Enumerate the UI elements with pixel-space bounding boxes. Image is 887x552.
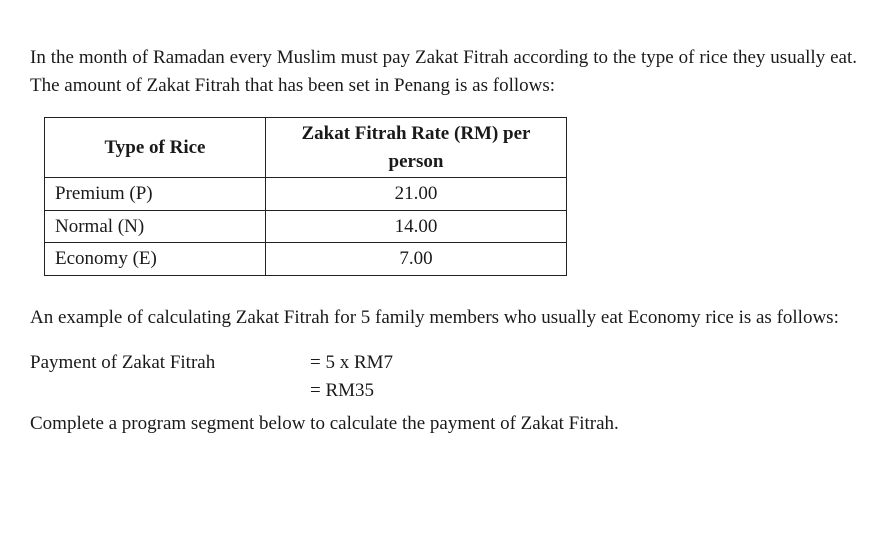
cell-type: Normal (N) xyxy=(45,210,266,243)
table-header-row: Type of Rice Zakat Fitrah Rate (RM) per … xyxy=(45,118,567,178)
cell-rate: 7.00 xyxy=(266,243,567,276)
cell-rate: 21.00 xyxy=(266,178,567,211)
calc-line-2: = RM35 xyxy=(30,377,857,405)
calc-line-1: Payment of Zakat Fitrah = 5 x RM7 xyxy=(30,349,857,377)
header-rate: Zakat Fitrah Rate (RM) per person xyxy=(266,118,567,178)
zakat-rate-table: Type of Rice Zakat Fitrah Rate (RM) per … xyxy=(44,117,567,276)
calc-result: = RM35 xyxy=(310,377,374,405)
table-row: Normal (N) 14.00 xyxy=(45,210,567,243)
calc-spacer xyxy=(30,377,310,405)
header-type: Type of Rice xyxy=(45,118,266,178)
cell-type: Economy (E) xyxy=(45,243,266,276)
calc-expression: = 5 x RM7 xyxy=(310,349,393,377)
calc-label: Payment of Zakat Fitrah xyxy=(30,349,310,377)
table-row: Premium (P) 21.00 xyxy=(45,178,567,211)
intro-paragraph: In the month of Ramadan every Muslim mus… xyxy=(30,44,857,99)
closing-paragraph: Complete a program segment below to calc… xyxy=(30,410,857,438)
table-row: Economy (E) 7.00 xyxy=(45,243,567,276)
cell-type: Premium (P) xyxy=(45,178,266,211)
example-paragraph: An example of calculating Zakat Fitrah f… xyxy=(30,304,857,332)
cell-rate: 14.00 xyxy=(266,210,567,243)
